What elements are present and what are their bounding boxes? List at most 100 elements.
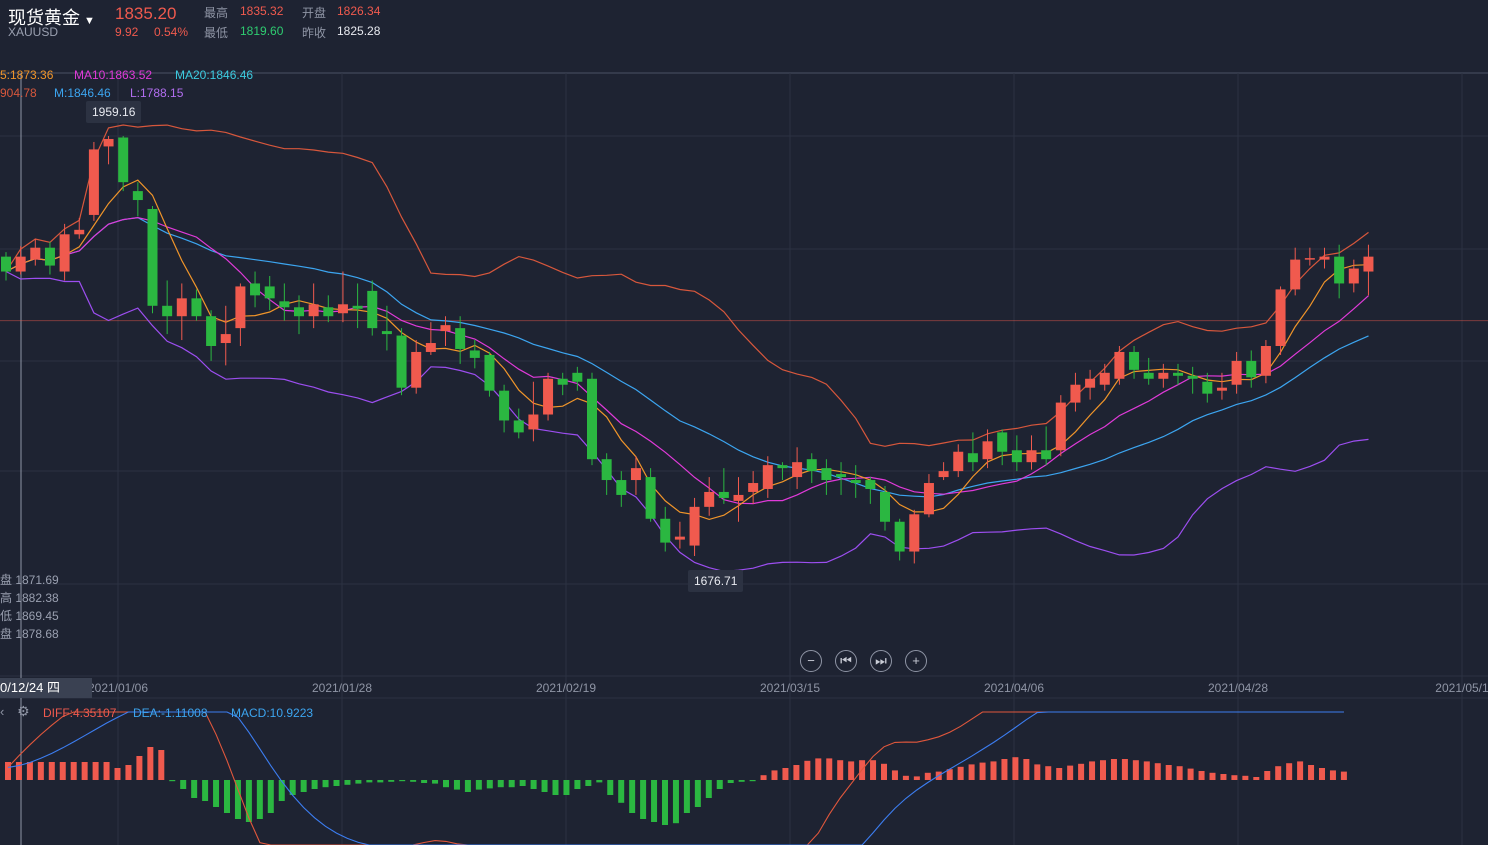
- candle-body: [616, 480, 627, 495]
- candle-body: [660, 518, 671, 543]
- macd-bar: [300, 780, 307, 792]
- skip-forward-button[interactable]: ⏭: [870, 650, 892, 672]
- candle-body: [88, 149, 99, 215]
- candle-body: [1319, 256, 1330, 260]
- candle-body: [499, 390, 510, 421]
- macd-bar: [870, 760, 877, 780]
- candle-body: [689, 506, 700, 546]
- macd-bar: [136, 756, 143, 780]
- candle-body: [323, 307, 334, 317]
- candle-body: [1173, 372, 1183, 376]
- date-tick-label: 2021/01/28: [312, 681, 372, 695]
- candle-body: [645, 477, 656, 519]
- macd-bar: [399, 780, 406, 782]
- macd-bar: [1340, 771, 1347, 780]
- macd-bar: [486, 780, 493, 789]
- candle-body: [1129, 351, 1140, 370]
- candle-body: [938, 471, 949, 478]
- candle-body: [337, 304, 348, 314]
- macd-bar: [815, 758, 822, 780]
- caret-down-icon[interactable]: ▼: [84, 15, 95, 27]
- open-value: 1826.34: [337, 4, 381, 18]
- candle-body: [176, 298, 187, 317]
- candle-body: [806, 459, 817, 472]
- macd-bar: [147, 747, 154, 780]
- macd-bar: [453, 780, 460, 790]
- candle-body: [440, 325, 451, 332]
- candle-body: [147, 208, 158, 306]
- candle-body: [132, 191, 143, 201]
- macd-bar: [672, 780, 679, 824]
- macd-dea-label: DEA:-1.11008: [133, 706, 208, 720]
- macd-bar: [837, 760, 844, 780]
- ma10-line: [5, 216, 1369, 505]
- macd-bar: [234, 780, 241, 819]
- candle-body: [425, 343, 436, 352]
- macd-bar: [1143, 761, 1150, 780]
- macd-bar: [651, 780, 658, 822]
- macd-bar: [891, 770, 898, 780]
- candle-body: [733, 494, 744, 501]
- macd-bar: [1187, 768, 1194, 780]
- candle-body: [1158, 372, 1169, 379]
- zoom-out-button[interactable]: −: [800, 650, 822, 672]
- candle-body: [1202, 381, 1213, 394]
- macd-bar: [1319, 768, 1325, 780]
- macd-bar: [913, 776, 920, 780]
- candle-body: [572, 372, 583, 382]
- low-label: 最低: [204, 26, 229, 40]
- candle-body: [953, 451, 964, 472]
- macd-bar: [1297, 761, 1304, 780]
- macd-toggle-icon[interactable]: ‹: [0, 704, 5, 719]
- macd-bar: [694, 780, 701, 807]
- candle-body: [15, 256, 26, 272]
- candle-body: [1114, 351, 1125, 379]
- candle-body: [352, 305, 363, 309]
- macd-bar: [749, 780, 756, 782]
- macd-bar: [924, 772, 931, 780]
- boll-mid-label: M:1846.46: [54, 86, 111, 100]
- skip-back-button[interactable]: ⏮: [835, 650, 857, 672]
- candle-body: [1187, 375, 1198, 379]
- macd-bar: [278, 780, 285, 801]
- macd-bar: [760, 775, 767, 780]
- date-tick-label: 2021/05/1: [1435, 681, 1488, 695]
- macd-bar: [497, 780, 504, 788]
- low-value: 1819.60: [240, 24, 284, 38]
- candle-body: [513, 420, 524, 433]
- candle-body: [630, 468, 641, 481]
- candle-body: [601, 459, 612, 481]
- macd-bar: [15, 762, 22, 780]
- macd-bar: [793, 765, 800, 780]
- macd-value-label: MACD:10.9223: [231, 706, 314, 720]
- candle-body: [1275, 289, 1286, 346]
- zoom-in-button[interactable]: +: [905, 650, 927, 672]
- candle-body: [528, 414, 539, 430]
- macd-bar: [771, 770, 778, 780]
- macd-bar: [607, 780, 614, 795]
- instrument-title[interactable]: 现货黄金 ▼: [8, 4, 95, 30]
- prev-close-label: 昨收: [302, 26, 327, 40]
- macd-bar: [1012, 757, 1019, 780]
- candle-body: [1085, 378, 1096, 388]
- candle-body: [455, 328, 466, 349]
- macd-bar: [1242, 775, 1249, 780]
- candle-body: [308, 304, 319, 317]
- macd-bar: [1264, 771, 1271, 780]
- settings-gear-icon[interactable]: ⚙: [17, 703, 30, 719]
- macd-bar: [1001, 759, 1008, 780]
- macd-bar: [1067, 765, 1074, 780]
- candle-body: [674, 536, 685, 540]
- macd-bar: [5, 762, 11, 780]
- macd-bar: [464, 780, 471, 792]
- macd-bar: [202, 780, 209, 801]
- macd-bar: [169, 780, 176, 782]
- candle-body: [1, 256, 11, 272]
- macd-bar: [191, 780, 198, 798]
- macd-bar: [968, 764, 975, 780]
- macd-bar: [1253, 777, 1260, 780]
- macd-bar: [902, 775, 909, 780]
- candle-body: [30, 247, 41, 260]
- candle-body: [982, 441, 993, 460]
